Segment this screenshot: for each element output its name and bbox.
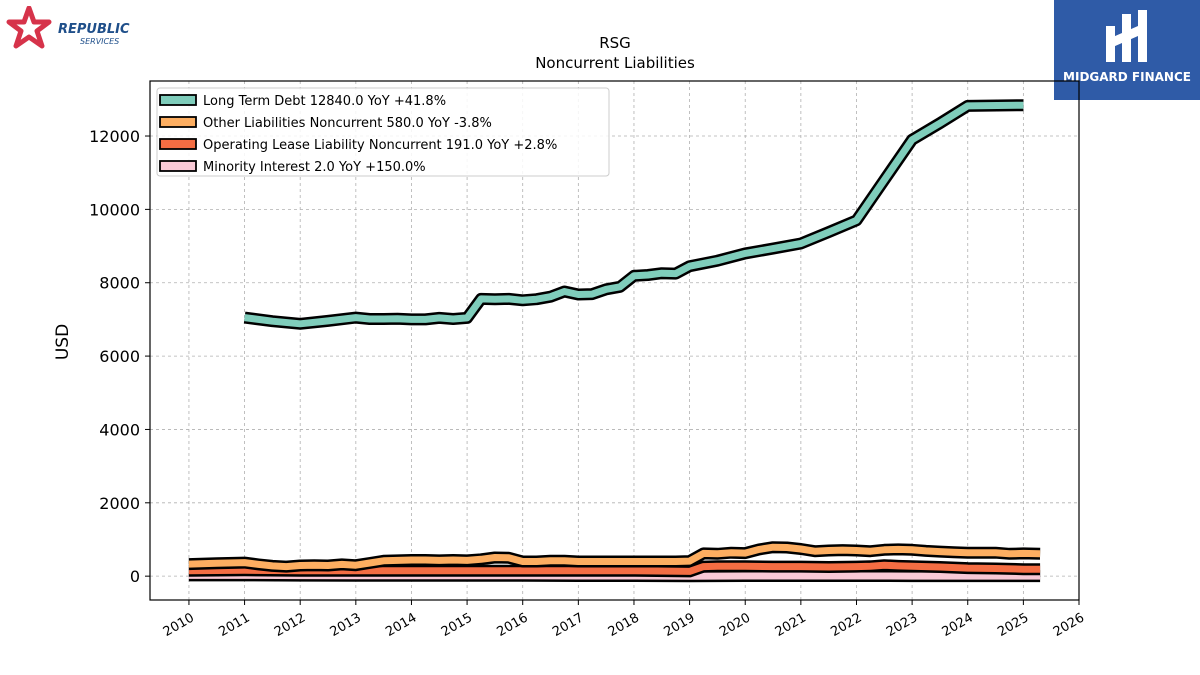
legend-item: Long Term Debt 12840.0 YoY +41.8% bbox=[159, 94, 446, 109]
legend-label: Minority Interest 2.0 YoY +150.0% bbox=[203, 160, 426, 175]
x-tick-label: 2015 bbox=[439, 610, 475, 640]
y-tick-label: 4000 bbox=[99, 420, 140, 439]
series-line bbox=[188, 559, 1041, 578]
midgard-finance-logo: MIDGARD FINANCE bbox=[1054, 0, 1200, 100]
x-tick-label: 2023 bbox=[884, 610, 920, 640]
chart-subtitle: Noncurrent Liabilities bbox=[535, 54, 695, 72]
midgard-mark-icon bbox=[1106, 10, 1147, 62]
y-tick-label: 10000 bbox=[89, 200, 140, 219]
series-line bbox=[243, 99, 1024, 330]
x-tick-label: 2026 bbox=[1051, 610, 1087, 640]
y-tick-label: 8000 bbox=[99, 274, 140, 293]
midgard-finance-text: MIDGARD FINANCE bbox=[1063, 70, 1191, 84]
x-tick-label: 2017 bbox=[550, 610, 586, 640]
y-axis-label: USD bbox=[53, 324, 73, 360]
brand-name: REPUBLIC bbox=[58, 22, 130, 37]
x-tick-label: 2010 bbox=[161, 610, 197, 640]
brand-subname: SERVICES bbox=[80, 37, 120, 46]
legend-label: Long Term Debt 12840.0 YoY +41.8% bbox=[203, 94, 446, 109]
legend-item: Other Liabilities Noncurrent 580.0 YoY -… bbox=[159, 116, 492, 131]
legend: Long Term Debt 12840.0 YoY +41.8% Other L… bbox=[156, 87, 610, 177]
legend-label: Operating Lease Liability Noncurrent 191… bbox=[203, 138, 557, 153]
y-tick-label: 2000 bbox=[99, 494, 140, 513]
series-line-fill bbox=[188, 543, 1041, 571]
series-line bbox=[188, 541, 1041, 573]
x-tick-label: 2012 bbox=[272, 610, 308, 640]
x-tick-label: 2019 bbox=[661, 610, 697, 640]
y-tick-label: 0 bbox=[130, 567, 140, 586]
series-line-fill bbox=[188, 561, 1041, 575]
legend-swatch bbox=[159, 94, 197, 106]
y-tick-label: 12000 bbox=[89, 127, 140, 146]
plot-frame bbox=[149, 80, 1080, 601]
series-lines bbox=[188, 99, 1041, 583]
legend-item: Operating Lease Liability Noncurrent 191… bbox=[159, 138, 557, 153]
y-tick-label: 6000 bbox=[99, 347, 140, 366]
x-tick-label: 2022 bbox=[828, 610, 864, 640]
legend-swatch bbox=[159, 116, 197, 128]
x-tick-label: 2011 bbox=[216, 610, 252, 640]
x-tick-label: 2020 bbox=[717, 610, 753, 640]
star-logo-icon bbox=[6, 5, 52, 49]
legend-swatch bbox=[159, 160, 197, 172]
x-tick-label: 2014 bbox=[383, 610, 419, 640]
x-tick-label: 2021 bbox=[773, 610, 809, 640]
x-tick-label: 2013 bbox=[328, 610, 364, 640]
legend-item: Minority Interest 2.0 YoY +150.0% bbox=[159, 160, 426, 175]
series-line-fill bbox=[244, 101, 1024, 328]
x-tick-label: 2018 bbox=[606, 610, 642, 640]
x-tick-label: 2024 bbox=[940, 610, 976, 640]
chart-title: RSG bbox=[599, 34, 631, 52]
legend-box bbox=[156, 87, 610, 177]
x-tick-label: 2025 bbox=[995, 610, 1031, 640]
legend-swatch bbox=[159, 138, 197, 150]
legend-label: Other Liabilities Noncurrent 580.0 YoY -… bbox=[203, 116, 492, 131]
x-tick-label: 2016 bbox=[495, 610, 531, 640]
republic-services-logo: REPUBLIC SERVICES bbox=[6, 5, 146, 54]
